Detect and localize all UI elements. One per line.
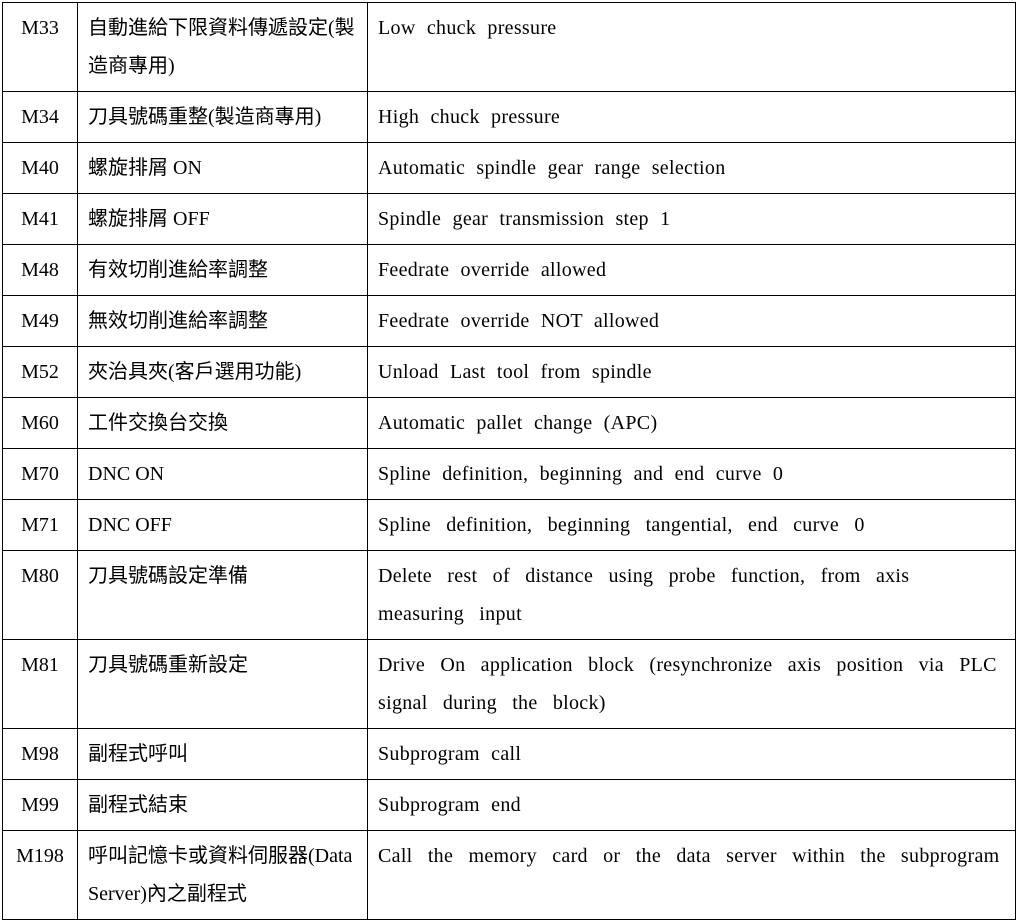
table-row: M52夾治具夾(客戶選用功能)Unload Last tool from spi… — [3, 347, 1016, 398]
mcode-cell: M99 — [3, 780, 78, 831]
english-description-cell: Subprogram end — [368, 780, 1016, 831]
table-row: M41螺旋排屑 OFFSpindle gear transmission ste… — [3, 194, 1016, 245]
chinese-description-cell: 刀具號碼重新設定 — [78, 640, 368, 729]
english-description-cell: Feedrate override NOT allowed — [368, 296, 1016, 347]
mcode-cell: M98 — [3, 729, 78, 780]
mcode-cell: M34 — [3, 92, 78, 143]
table-row: M71DNC OFFSpline definition, beginning t… — [3, 500, 1016, 551]
chinese-description-cell: 工件交換台交換 — [78, 398, 368, 449]
table-row: M48有效切削進給率調整Feedrate override allowed — [3, 245, 1016, 296]
table-row: M70DNC ONSpline definition, beginning an… — [3, 449, 1016, 500]
english-description-cell: Unload Last tool from spindle — [368, 347, 1016, 398]
chinese-description-cell: 螺旋排屑 OFF — [78, 194, 368, 245]
english-description-cell: Spindle gear transmission step 1 — [368, 194, 1016, 245]
chinese-description-cell: 副程式結束 — [78, 780, 368, 831]
table-row: M80刀具號碼設定準備Delete rest of distance using… — [3, 551, 1016, 640]
chinese-description-cell: 刀具號碼重整(製造商專用) — [78, 92, 368, 143]
mcode-cell: M81 — [3, 640, 78, 729]
chinese-description-cell: DNC ON — [78, 449, 368, 500]
mcode-cell: M80 — [3, 551, 78, 640]
english-description-cell: Spline definition, beginning and end cur… — [368, 449, 1016, 500]
mcode-cell: M41 — [3, 194, 78, 245]
table-row: M81刀具號碼重新設定Drive On application block (r… — [3, 640, 1016, 729]
table-row: M198呼叫記憶卡或資料伺服器(Data Server)內之副程式Call th… — [3, 831, 1016, 920]
english-description-cell: Call the memory card or the data server … — [368, 831, 1016, 920]
mcode-cell: M49 — [3, 296, 78, 347]
mcode-cell: M33 — [3, 3, 78, 92]
chinese-description-cell: 自動進給下限資料傳遞設定(製造商專用) — [78, 3, 368, 92]
table-row: M34刀具號碼重整(製造商專用)High chuck pressure — [3, 92, 1016, 143]
table-row: M49無效切削進給率調整Feedrate override NOT allowe… — [3, 296, 1016, 347]
mcode-table-body: M33自動進給下限資料傳遞設定(製造商專用)Low chuck pressure… — [3, 3, 1016, 920]
chinese-description-cell: 刀具號碼設定準備 — [78, 551, 368, 640]
english-description-cell: Automatic pallet change (APC) — [368, 398, 1016, 449]
chinese-description-cell: 有效切削進給率調整 — [78, 245, 368, 296]
english-description-cell: Automatic spindle gear range selection — [368, 143, 1016, 194]
english-description-cell: Low chuck pressure — [368, 3, 1016, 92]
english-description-cell: Feedrate override allowed — [368, 245, 1016, 296]
chinese-description-cell: 螺旋排屑 ON — [78, 143, 368, 194]
mcode-cell: M48 — [3, 245, 78, 296]
table-row: M33自動進給下限資料傳遞設定(製造商專用)Low chuck pressure — [3, 3, 1016, 92]
table-row: M99副程式結束Subprogram end — [3, 780, 1016, 831]
english-description-cell: Delete rest of distance using probe func… — [368, 551, 1016, 640]
english-description-cell: High chuck pressure — [368, 92, 1016, 143]
chinese-description-cell: 無效切削進給率調整 — [78, 296, 368, 347]
table-row: M98副程式呼叫Subprogram call — [3, 729, 1016, 780]
mcode-cell: M70 — [3, 449, 78, 500]
table-row: M60工件交換台交換Automatic pallet change (APC) — [3, 398, 1016, 449]
english-description-cell: Subprogram call — [368, 729, 1016, 780]
mcode-cell: M198 — [3, 831, 78, 920]
mcode-cell: M71 — [3, 500, 78, 551]
mcode-cell: M52 — [3, 347, 78, 398]
chinese-description-cell: 呼叫記憶卡或資料伺服器(Data Server)內之副程式 — [78, 831, 368, 920]
english-description-cell: Spline definition, beginning tangential,… — [368, 500, 1016, 551]
english-description-cell: Drive On application block (resynchroniz… — [368, 640, 1016, 729]
chinese-description-cell: 夾治具夾(客戶選用功能) — [78, 347, 368, 398]
mcode-cell: M60 — [3, 398, 78, 449]
chinese-description-cell: DNC OFF — [78, 500, 368, 551]
mcode-table: M33自動進給下限資料傳遞設定(製造商專用)Low chuck pressure… — [2, 2, 1016, 920]
table-row: M40螺旋排屑 ON Automatic spindle gear range … — [3, 143, 1016, 194]
chinese-description-cell: 副程式呼叫 — [78, 729, 368, 780]
mcode-cell: M40 — [3, 143, 78, 194]
